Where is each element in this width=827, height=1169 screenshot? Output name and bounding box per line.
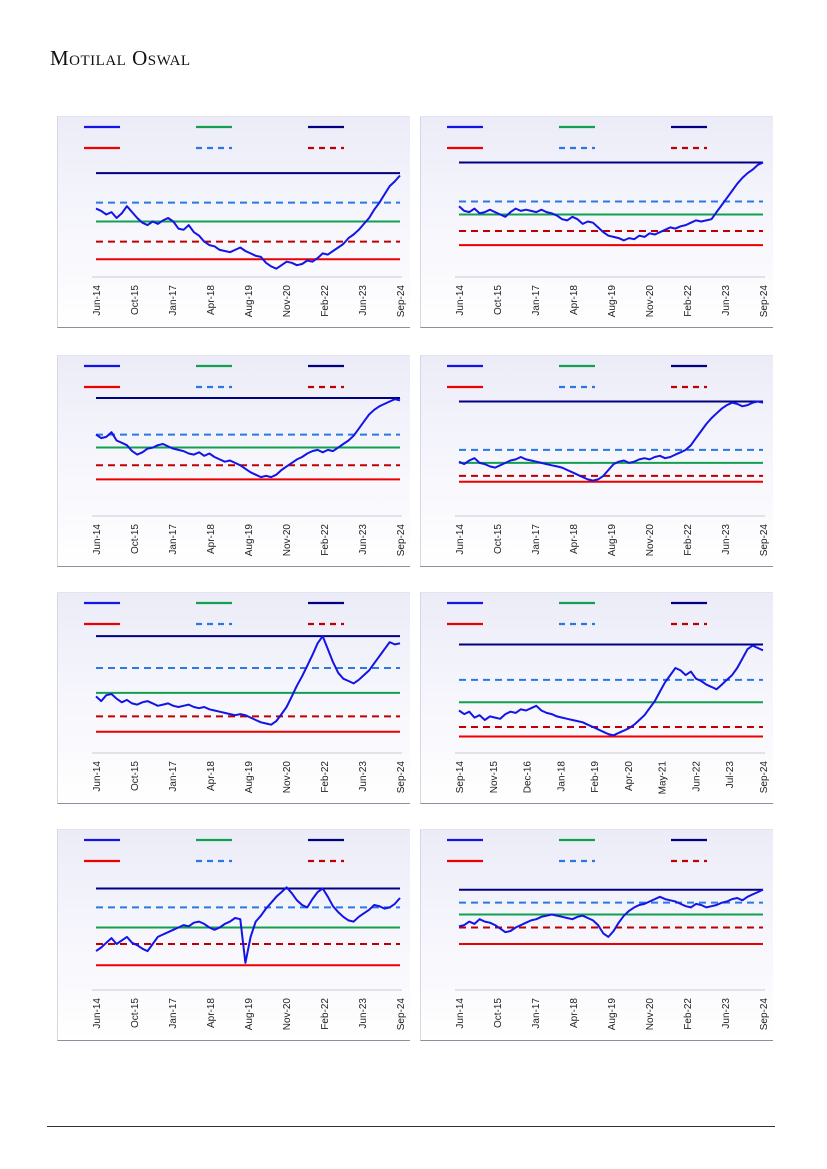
x-tick-label: Jul-23 xyxy=(725,761,736,789)
chart-panel-2: Jun-14 Oct-15 Jan-17 Apr-18 Aug-19 Nov-20 Feb-… xyxy=(420,116,773,328)
x-tick-label: Apr-18 xyxy=(206,524,217,554)
series-line xyxy=(95,886,401,964)
x-tick-label: Sep-24 xyxy=(396,998,407,1031)
x-tick-label: Jun-14 xyxy=(92,524,103,555)
series-line xyxy=(458,161,764,242)
x-tick-label: May-21 xyxy=(658,761,669,795)
x-tick-label: Jun-23 xyxy=(721,285,732,316)
series-line xyxy=(95,398,401,479)
x-tick-label: Feb-22 xyxy=(320,524,331,556)
x-tick-label: Apr-18 xyxy=(206,285,217,315)
chart-svg-8: Jun-14 Oct-15 Jan-17 Apr-18 Aug-19 Nov-20 Feb-… xyxy=(447,838,770,1031)
x-tick-label: Feb-22 xyxy=(683,998,694,1030)
x-tick-label: Jun-14 xyxy=(455,998,466,1029)
footer-rule xyxy=(47,1126,775,1127)
x-tick-label: Aug-19 xyxy=(244,524,255,557)
chart-svg-4: Jun-14 Oct-15 Jan-17 Apr-18 Aug-19 Nov-20 Feb-… xyxy=(447,364,770,557)
brand-logo: Motilal Oswal xyxy=(50,46,191,70)
x-tick-label: Sep-24 xyxy=(396,761,407,794)
x-tick-label: Jan-17 xyxy=(531,998,542,1029)
x-tick-label: Sep-24 xyxy=(759,761,770,794)
x-tick-label: Jan-17 xyxy=(531,285,542,316)
x-tick-label: Aug-19 xyxy=(244,285,255,318)
x-tick-label: Jan-17 xyxy=(531,524,542,555)
x-tick-label: Sep-24 xyxy=(396,285,407,318)
chart-panel-3: Jun-14 Oct-15 Jan-17 Apr-18 Aug-19 Nov-20 Feb-… xyxy=(57,355,410,567)
x-tick-label: Oct-15 xyxy=(493,285,504,315)
x-tick-label: Jun-23 xyxy=(721,524,732,555)
x-tick-label: Feb-19 xyxy=(590,761,601,793)
x-tick-label: Jan-17 xyxy=(168,285,179,316)
x-tick-label: Oct-15 xyxy=(493,524,504,554)
chart-svg-3: Jun-14 Oct-15 Jan-17 Apr-18 Aug-19 Nov-20 Feb-… xyxy=(84,364,407,557)
x-tick-label: Jun-22 xyxy=(691,761,702,792)
x-tick-label: Apr-18 xyxy=(206,761,217,791)
x-tick-label: Aug-19 xyxy=(607,998,618,1031)
chart-svg-5: Jun-14 Oct-15 Jan-17 Apr-18 Aug-19 Nov-20 Feb-… xyxy=(84,601,407,794)
x-tick-label: Nov-20 xyxy=(282,761,293,794)
x-tick-label: Sep-24 xyxy=(759,998,770,1031)
x-tick-label: Sep-24 xyxy=(759,285,770,318)
x-tick-label: Feb-22 xyxy=(320,998,331,1030)
chart-panel-5: Jun-14 Oct-15 Jan-17 Apr-18 Aug-19 Nov-20 Feb-… xyxy=(57,592,410,804)
x-tick-label: Feb-22 xyxy=(320,761,331,793)
x-tick-label: Nov-15 xyxy=(489,761,500,794)
series-line xyxy=(458,400,764,482)
x-tick-label: Apr-18 xyxy=(569,285,580,315)
x-tick-label: Jun-14 xyxy=(92,998,103,1029)
chart-panel-4: Jun-14 Oct-15 Jan-17 Apr-18 Aug-19 Nov-20 Feb-… xyxy=(420,355,773,567)
x-tick-label: Nov-20 xyxy=(282,998,293,1031)
x-tick-label: Jan-18 xyxy=(556,761,567,792)
x-tick-label: Jun-14 xyxy=(92,285,103,316)
x-tick-label: Jun-14 xyxy=(92,761,103,792)
x-tick-label: Aug-19 xyxy=(607,524,618,557)
x-tick-label: Nov-20 xyxy=(645,524,656,557)
series-line xyxy=(458,888,764,938)
x-tick-label: Sep-14 xyxy=(455,761,466,794)
x-tick-label: Sep-24 xyxy=(759,524,770,557)
chart-panel-7: Jun-14 Oct-15 Jan-17 Apr-18 Aug-19 Nov-20 Feb-… xyxy=(57,829,410,1041)
x-tick-label: Jun-23 xyxy=(358,761,369,792)
x-tick-label: Feb-22 xyxy=(320,285,331,317)
x-tick-label: Jan-17 xyxy=(168,524,179,555)
x-tick-label: Jun-23 xyxy=(358,285,369,316)
chart-panel-6: Sep-14 Nov-15 Dec-16 Jan-18 Feb-19 Apr-20 May-… xyxy=(420,592,773,804)
x-tick-label: Dec-16 xyxy=(523,761,534,794)
x-tick-label: Jan-17 xyxy=(168,761,179,792)
x-tick-label: Oct-15 xyxy=(130,761,141,791)
x-tick-label: Aug-19 xyxy=(244,761,255,794)
chart-svg-7: Jun-14 Oct-15 Jan-17 Apr-18 Aug-19 Nov-20 Feb-… xyxy=(84,838,407,1031)
chart-panel-1: Jun-14 Oct-15 Jan-17 Apr-18 Aug-19 Nov-20 Feb-… xyxy=(57,116,410,328)
chart-svg-1: Jun-14 Oct-15 Jan-17 Apr-18 Aug-19 Nov-20 Feb-… xyxy=(84,125,407,318)
x-tick-label: Oct-15 xyxy=(130,285,141,315)
series-line xyxy=(458,644,764,737)
series-line xyxy=(95,174,401,270)
x-tick-label: Apr-20 xyxy=(624,761,635,791)
x-tick-label: Aug-19 xyxy=(607,285,618,318)
x-tick-label: Nov-20 xyxy=(645,285,656,318)
x-tick-label: Aug-19 xyxy=(244,998,255,1031)
series-line xyxy=(95,635,401,726)
x-tick-label: Apr-18 xyxy=(569,998,580,1028)
x-tick-label: Jun-14 xyxy=(455,285,466,316)
x-tick-label: Nov-20 xyxy=(282,285,293,318)
x-tick-label: Nov-20 xyxy=(282,524,293,557)
x-tick-label: Jun-14 xyxy=(455,524,466,555)
x-tick-label: Feb-22 xyxy=(683,524,694,556)
x-tick-label: Sep-24 xyxy=(396,524,407,557)
chart-panel-8: Jun-14 Oct-15 Jan-17 Apr-18 Aug-19 Nov-20 Feb-… xyxy=(420,829,773,1041)
x-tick-label: Apr-18 xyxy=(206,998,217,1028)
x-tick-label: Feb-22 xyxy=(683,285,694,317)
x-tick-label: Jun-23 xyxy=(358,524,369,555)
chart-svg-2: Jun-14 Oct-15 Jan-17 Apr-18 Aug-19 Nov-20 Feb-… xyxy=(447,125,770,318)
x-tick-label: Apr-18 xyxy=(569,524,580,554)
x-tick-label: Jun-23 xyxy=(358,998,369,1029)
x-tick-label: Jun-23 xyxy=(721,998,732,1029)
chart-svg-6: Sep-14 Nov-15 Dec-16 Jan-18 Feb-19 Apr-20 May-… xyxy=(447,601,770,795)
x-tick-label: Oct-15 xyxy=(493,998,504,1028)
x-tick-label: Jan-17 xyxy=(168,998,179,1029)
x-tick-label: Oct-15 xyxy=(130,524,141,554)
x-tick-label: Nov-20 xyxy=(645,998,656,1031)
x-tick-label: Oct-15 xyxy=(130,998,141,1028)
